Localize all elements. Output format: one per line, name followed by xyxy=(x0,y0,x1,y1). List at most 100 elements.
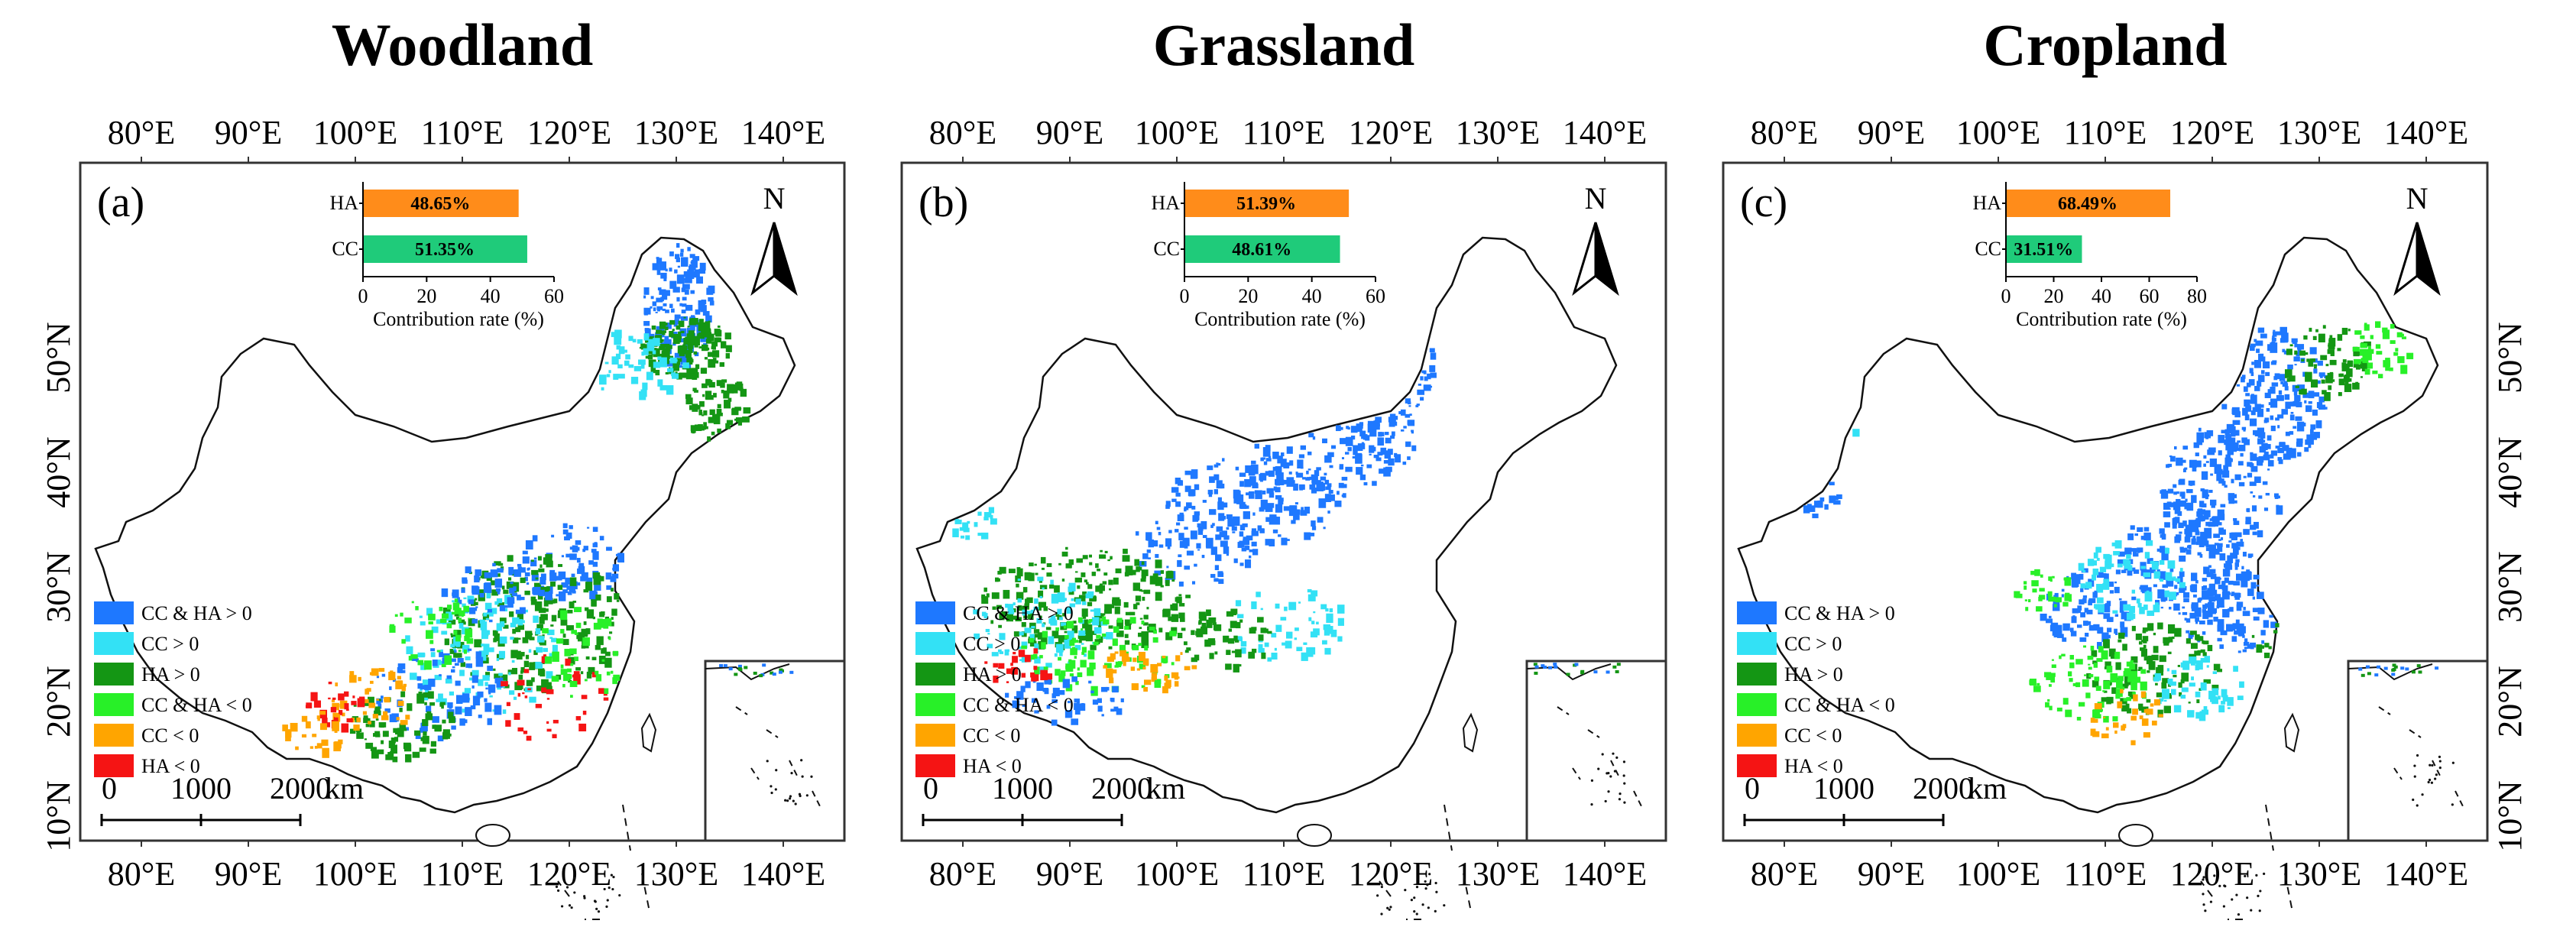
change-pixel xyxy=(533,586,541,595)
change-pixel xyxy=(2075,682,2081,688)
change-pixel xyxy=(2163,637,2170,643)
change-pixel xyxy=(695,309,701,315)
change-pixel xyxy=(1178,582,1184,587)
top-lon-tick-label: 90°E xyxy=(1036,114,1103,151)
change-pixel xyxy=(2228,497,2234,504)
change-pixel xyxy=(390,670,394,675)
island-dot xyxy=(1428,873,1431,876)
change-pixel xyxy=(571,573,575,578)
change-pixel xyxy=(1098,624,1102,629)
change-pixel xyxy=(2372,370,2378,374)
change-pixel xyxy=(2133,676,2141,683)
inset-change-pixel xyxy=(2411,670,2416,674)
change-pixel xyxy=(2092,660,2098,665)
change-pixel xyxy=(721,389,724,394)
change-pixel xyxy=(2213,533,2221,538)
change-pixel xyxy=(1034,643,1039,647)
change-pixel xyxy=(666,385,674,395)
change-pixel xyxy=(2200,657,2207,663)
legend-label: CC > 0 xyxy=(1784,633,1842,655)
top-lon-tick-label: 130°E xyxy=(2277,114,2361,151)
change-pixel xyxy=(406,646,413,654)
change-pixel xyxy=(1206,609,1211,617)
change-pixel xyxy=(507,599,514,608)
change-pixel xyxy=(689,335,695,342)
change-pixel xyxy=(999,613,1005,621)
change-pixel xyxy=(2233,581,2241,586)
change-pixel xyxy=(1196,543,1201,549)
island-dot xyxy=(1389,906,1392,909)
change-pixel xyxy=(2182,520,2187,527)
change-pixel xyxy=(1239,531,1244,537)
change-pixel xyxy=(1055,611,1060,617)
change-pixel xyxy=(1239,501,1246,509)
change-pixel xyxy=(1139,588,1142,592)
change-pixel xyxy=(2057,634,2064,638)
change-pixel xyxy=(2143,572,2150,578)
change-pixel xyxy=(659,261,666,271)
change-pixel xyxy=(1032,653,1038,659)
change-pixel xyxy=(2099,566,2107,572)
change-pixel xyxy=(1353,449,1358,455)
change-pixel xyxy=(1123,661,1126,666)
change-pixel xyxy=(695,364,700,369)
change-pixel xyxy=(1047,673,1053,680)
change-pixel xyxy=(1346,426,1350,429)
change-pixel xyxy=(1123,549,1128,554)
change-pixel xyxy=(2189,612,2197,619)
change-pixel xyxy=(2353,361,2359,368)
change-pixel xyxy=(1068,586,1072,592)
change-pixel xyxy=(2121,569,2127,573)
change-pixel xyxy=(601,618,608,628)
change-pixel xyxy=(1267,630,1272,634)
change-pixel xyxy=(714,360,719,364)
change-pixel xyxy=(2257,327,2265,333)
change-pixel xyxy=(1191,505,1196,510)
change-pixel xyxy=(376,676,380,679)
change-pixel xyxy=(572,600,577,603)
change-pixel xyxy=(508,566,514,575)
change-pixel xyxy=(405,754,412,763)
change-pixel xyxy=(2127,533,2134,540)
change-pixel xyxy=(1156,578,1163,586)
change-pixel xyxy=(2189,656,2197,664)
change-pixel xyxy=(2183,594,2188,598)
change-pixel xyxy=(1197,523,1201,528)
change-pixel xyxy=(2106,696,2114,704)
change-pixel xyxy=(1239,524,1246,531)
change-pixel xyxy=(385,754,393,760)
change-pixel xyxy=(1068,559,1074,566)
legend-swatch xyxy=(1737,724,1777,747)
change-pixel xyxy=(1282,642,1286,646)
change-pixel xyxy=(1377,437,1385,446)
change-pixel xyxy=(1250,464,1259,475)
change-pixel xyxy=(539,616,545,624)
lat-tick-label: 30°N xyxy=(40,551,77,622)
change-pixel xyxy=(990,620,994,624)
change-pixel xyxy=(1062,613,1065,617)
change-pixel xyxy=(332,697,336,700)
scale-bar-label: 1000 xyxy=(1813,771,1874,805)
change-pixel xyxy=(2241,579,2248,588)
change-pixel xyxy=(2318,396,2325,403)
change-pixel xyxy=(642,382,648,391)
change-pixel xyxy=(1074,656,1077,659)
change-pixel xyxy=(560,619,568,626)
change-pixel xyxy=(2130,715,2137,721)
inset-change-pixel xyxy=(728,667,733,671)
change-pixel xyxy=(426,705,432,712)
change-pixel xyxy=(538,568,545,572)
change-pixel xyxy=(701,414,705,417)
change-pixel xyxy=(2088,598,2096,604)
change-pixel xyxy=(1013,695,1017,699)
legend: CC & HA > 0CC > 0HA > 0CC & HA < 0CC < 0… xyxy=(915,601,1074,777)
change-pixel xyxy=(436,661,443,666)
change-pixel xyxy=(2104,666,2107,669)
change-pixel xyxy=(2252,429,2260,436)
change-pixel xyxy=(595,645,601,650)
change-pixel xyxy=(2123,559,2130,566)
change-pixel xyxy=(999,651,1004,654)
change-pixel xyxy=(1095,563,1099,569)
change-pixel xyxy=(686,357,693,365)
change-pixel xyxy=(1098,636,1103,641)
